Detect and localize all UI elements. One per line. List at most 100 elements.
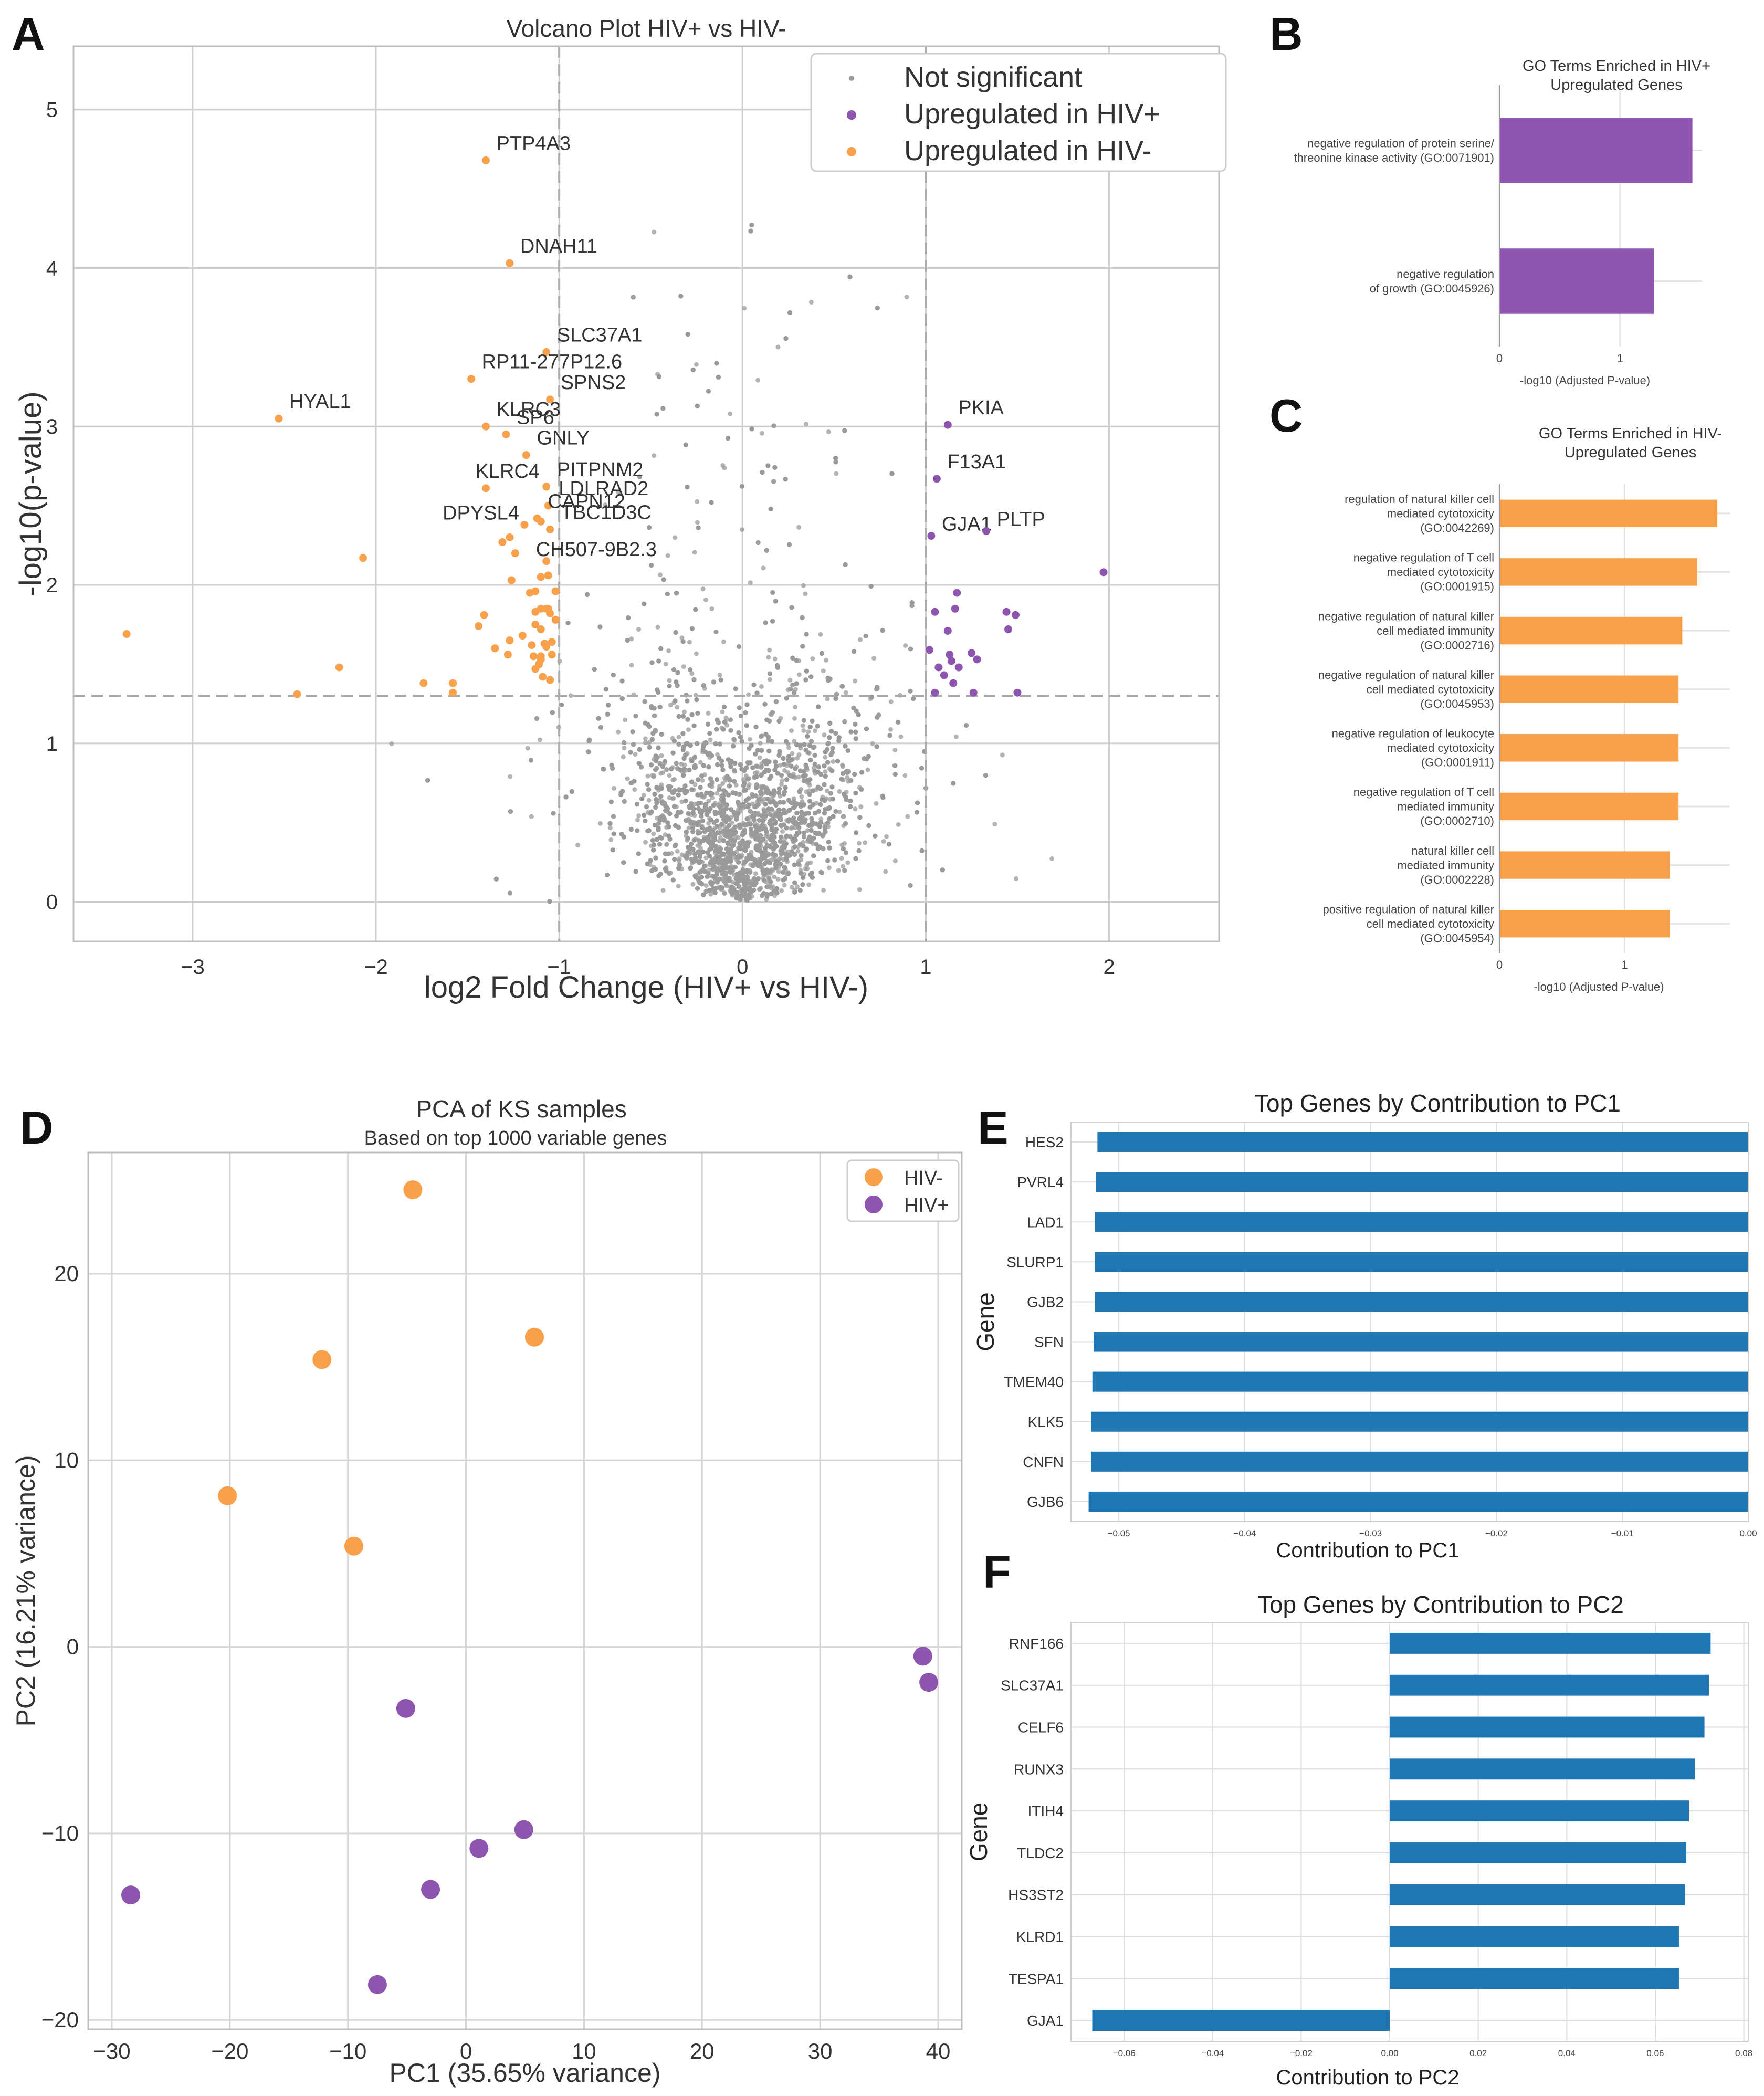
ns-point [655,624,660,630]
ns-point [858,637,863,642]
ns-point [643,840,648,845]
ns-point [856,841,862,846]
y-tick-label: 0 [46,891,58,914]
ns-point [799,794,804,799]
ns-point [635,818,640,823]
ns-point [803,591,808,596]
ns-point [813,728,817,733]
ns-point [666,648,671,653]
ns-point [603,502,608,507]
ns-point [625,776,630,781]
ns-point [760,431,765,436]
ns-point [888,727,894,732]
ns-point [682,709,687,715]
ns-point [704,598,708,602]
ns-point [641,792,646,798]
ns-point [646,798,652,803]
ns-point [695,499,700,504]
ns-point [821,888,826,893]
ns-point [741,777,746,782]
ns-point [858,804,864,809]
ns-point [780,778,785,783]
ns-point [796,525,802,530]
ns-point [779,782,784,787]
ns-point [870,741,875,746]
ns-point [843,690,848,695]
ns-point [706,821,711,826]
ns-point [728,411,733,416]
ns-point [720,709,725,715]
x-tick-label: 2 [1103,956,1115,979]
ns-point [616,729,621,735]
ns-point [633,752,638,757]
ns-point [757,755,762,760]
ns-point [722,891,727,896]
ns-point [763,833,769,839]
ns-point [836,868,841,873]
ns-point [822,732,827,738]
ns-point [799,857,804,862]
ns-point [806,729,811,735]
ns-point [667,773,672,778]
ns-point [679,761,684,767]
ns-point [796,672,802,677]
ns-point [690,882,696,887]
ns-point [652,229,657,235]
ns-point [658,572,663,578]
ns-point [676,858,681,864]
ns-point [789,885,794,890]
ns-point [796,752,802,757]
ns-point [667,678,672,683]
ns-point [621,754,626,760]
ns-point [755,378,761,383]
ns-point [681,664,686,669]
ns-point [792,716,797,721]
ns-point [953,734,959,739]
ns-point [786,745,791,750]
ns-point [612,785,617,791]
ns-point [1014,876,1019,881]
ns-point [758,886,763,891]
x-tick-label: 1 [920,956,931,979]
ns-point [664,842,669,847]
ns-point [575,843,581,847]
ns-point [622,746,627,751]
ns-point [608,837,614,842]
ns-point [766,655,771,660]
ns-point [806,882,812,887]
ns-point [788,677,793,683]
ns-point [686,727,691,732]
ns-point [772,874,777,879]
ns-point [863,840,868,845]
ns-point [884,834,889,839]
ns-point [758,741,763,746]
panel-letter-b: B [1269,8,1303,60]
x-tick-label: 0 [737,956,748,979]
ns-point [525,746,530,751]
ns-point [670,796,675,801]
ns-point [883,869,888,874]
ns-point [607,825,613,831]
ns-point [992,822,998,827]
ns-point [723,715,729,720]
ns-point [694,651,699,656]
ns-point [775,877,781,882]
ns-point [694,362,699,367]
ns-point [742,306,747,311]
ns-point [778,763,783,768]
ns-point [782,883,787,888]
ns-point [767,677,772,682]
ns-point [643,736,648,741]
ns-point [629,636,634,642]
ns-point [839,856,844,861]
ns-point [706,798,711,803]
ns-point [826,824,831,829]
ns-point [659,753,664,758]
ns-point [736,835,741,840]
ns-point [874,801,879,806]
ns-point [747,737,752,742]
ns-point [1000,752,1005,758]
ns-point [808,860,813,865]
ns-point [676,735,681,740]
